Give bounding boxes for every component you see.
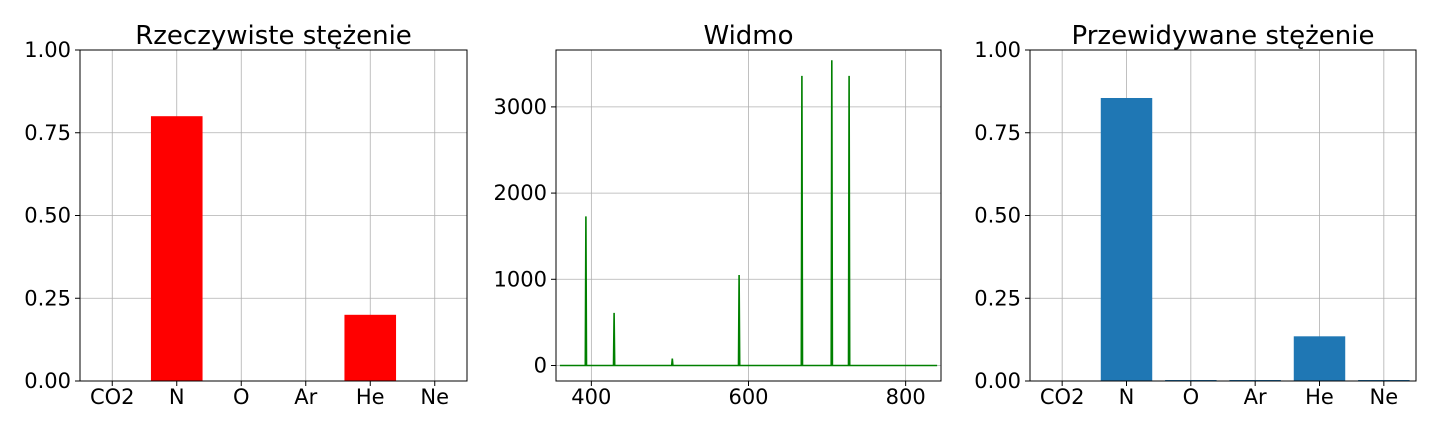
y-tick-label: 0: [534, 353, 547, 377]
predicted-concentration-chart: Przewidywane stężenie 0.00 0.25 0.50 0.75 1.…: [974, 21, 1417, 409]
y-tick-label: 0.00: [24, 369, 71, 393]
bar-n: [1100, 97, 1153, 382]
x-tick-label: He: [356, 385, 385, 409]
y-tick-label: 1.00: [24, 38, 71, 62]
x-tick-label: Ne: [1370, 385, 1399, 409]
y-tick-label: 0.25: [24, 286, 71, 310]
chart-title: Widmo: [703, 21, 793, 51]
bar-n: [150, 116, 203, 381]
chart-title: Przewidywane stężenie: [1072, 21, 1375, 51]
x-tick-label: 400: [571, 385, 611, 409]
y-tick-label: 3000: [494, 95, 547, 119]
bar-he: [344, 314, 397, 381]
x-tick-label: 600: [728, 385, 768, 409]
y-tick-label: 0.25: [974, 286, 1021, 310]
y-tick-label: 0.00: [974, 369, 1021, 393]
x-tick-label: N: [169, 385, 185, 409]
x-tick-label: Ne: [420, 385, 449, 409]
x-tick-label: Ar: [294, 385, 317, 409]
y-tick-label: 0.50: [974, 204, 1021, 228]
spectrum-chart: Widmo 0 1000 2000 3000 400 600 800: [494, 21, 942, 409]
x-tick-label: Ar: [1244, 385, 1267, 409]
y-tick-label: 1.00: [974, 38, 1021, 62]
spectrum-line: [559, 60, 938, 367]
x-tick-label: 800: [886, 385, 926, 409]
x-tick-label: He: [1305, 385, 1334, 409]
x-tick-label: CO2: [90, 385, 135, 409]
y-tick-label: 1000: [494, 267, 547, 291]
y-tick-label: 0.75: [24, 121, 71, 145]
x-tick-label: CO2: [1040, 385, 1085, 409]
y-tick-label: 2000: [494, 181, 547, 205]
y-tick-label: 0.75: [974, 121, 1021, 145]
x-tick-label: O: [1183, 385, 1200, 409]
actual-concentration-chart: Rzeczywiste stężenie 0.00 0.25 0.50 0.75 1.0…: [24, 21, 468, 409]
y-tick-label: 0.50: [24, 204, 71, 228]
x-tick-label: O: [233, 385, 250, 409]
x-tick-label: N: [1119, 385, 1135, 409]
chart-title: Rzeczywiste stężenie: [135, 21, 412, 51]
bar-he: [1293, 336, 1346, 381]
